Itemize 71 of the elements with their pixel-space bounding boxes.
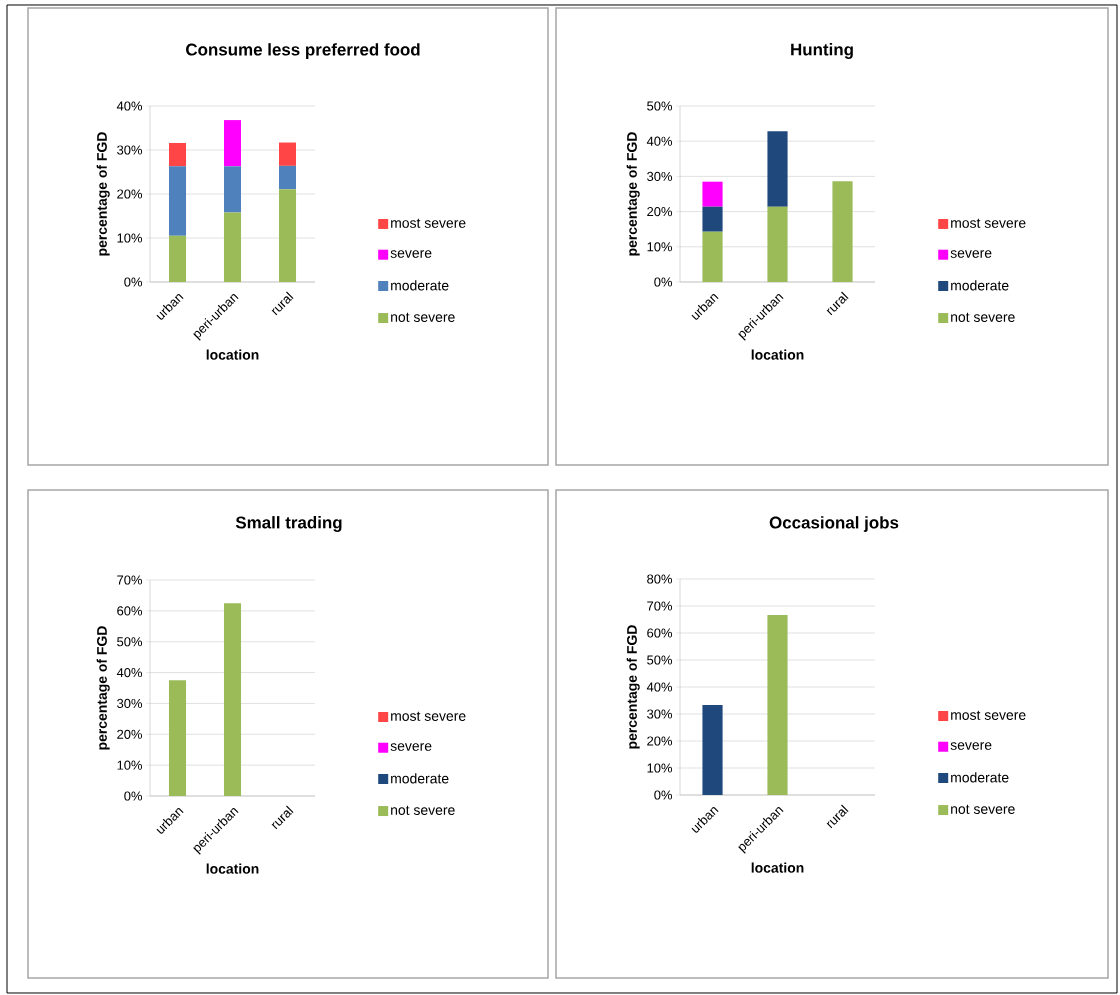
chart-title: Hunting: [791, 43, 853, 59]
y-tick-label: 0%: [124, 277, 143, 287]
legend-label: most severe: [391, 218, 466, 228]
x-axis-title: location: [751, 862, 804, 873]
y-tick-label: 40%: [116, 667, 143, 678]
bar: [767, 206, 788, 282]
x-axis-title: location: [751, 349, 804, 360]
y-tick-label: 70%: [647, 601, 673, 611]
bar: [767, 131, 788, 207]
y-tick-label: 20%: [647, 207, 673, 217]
legend-label: severe: [950, 250, 992, 258]
y-tick-label: 20%: [117, 189, 143, 199]
bar: [278, 142, 297, 166]
y-tick-label: 60%: [117, 606, 143, 616]
chart-title: Occasional jobs: [769, 516, 899, 532]
y-tick-label: 10%: [117, 760, 143, 770]
y-tick-label: 30%: [647, 709, 673, 719]
bar: [168, 166, 187, 236]
legend-label: not severe: [951, 804, 1015, 814]
legend-label: most severe: [391, 711, 466, 721]
chart-title: Consume less preferred food: [186, 43, 420, 59]
y-tick-label: 20%: [647, 736, 673, 746]
legend-label: not severe: [391, 805, 455, 815]
y-tick-label: 10%: [647, 242, 673, 252]
y-axis-title: percentage of FGD: [96, 626, 110, 750]
bar: [168, 235, 187, 282]
legend-label: severe: [390, 743, 432, 751]
bar: [278, 165, 297, 190]
y-axis-title: percentage of FGD: [626, 625, 640, 749]
y-tick-label: 40%: [646, 136, 673, 146]
bar: [223, 212, 242, 282]
bar: [702, 231, 723, 282]
bar: [832, 181, 853, 282]
chart-title: Small trading: [235, 516, 342, 532]
y-axis-title: percentage of FGD: [96, 132, 110, 256]
bar: [278, 189, 297, 282]
y-tick-label: 70%: [117, 575, 143, 585]
y-tick-label: 30%: [647, 171, 673, 181]
legend-label: severe: [950, 742, 992, 750]
bar: [702, 206, 723, 232]
legend-label: moderate: [951, 772, 1009, 783]
bar: [223, 166, 242, 213]
legend-label: moderate: [391, 773, 449, 784]
bar: [223, 120, 242, 167]
y-tick-label: 30%: [117, 698, 143, 709]
bar: [168, 142, 187, 167]
bar: [702, 181, 723, 207]
y-tick-label: 60%: [647, 628, 673, 638]
y-tick-label: 40%: [116, 101, 143, 111]
y-tick-label: 0%: [654, 277, 673, 287]
legend-label: most severe: [951, 218, 1026, 228]
y-tick-label: 50%: [117, 637, 143, 647]
y-tick-label: 30%: [117, 145, 143, 155]
y-tick-label: 10%: [117, 233, 143, 243]
legend-label: not severe: [951, 312, 1015, 322]
legend-label: most severe: [951, 710, 1026, 720]
y-tick-label: 50%: [647, 101, 673, 111]
y-tick-label: 0%: [124, 791, 143, 801]
x-axis-title: location: [206, 349, 259, 360]
y-axis-title: percentage of FGD: [626, 132, 640, 256]
legend-label: severe: [390, 250, 432, 258]
x-axis-title: location: [206, 863, 259, 874]
legend-label: moderate: [391, 280, 449, 291]
y-tick-label: 20%: [117, 729, 143, 739]
y-tick-label: 80%: [647, 574, 673, 584]
legend-label: moderate: [951, 280, 1009, 291]
y-tick-label: 40%: [646, 682, 673, 692]
y-tick-label: 50%: [647, 655, 673, 665]
y-tick-label: 0%: [654, 790, 673, 800]
legend-label: not severe: [391, 312, 455, 322]
y-tick-label: 10%: [647, 763, 673, 773]
